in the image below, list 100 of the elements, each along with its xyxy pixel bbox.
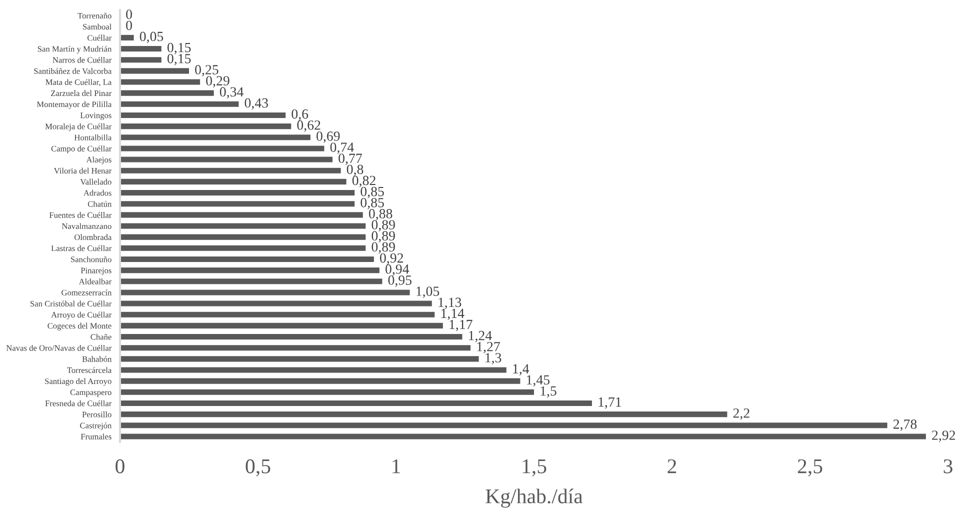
bar (120, 234, 366, 240)
bar (120, 201, 355, 207)
y-tick-label: Montemayor de Pililla (36, 101, 112, 109)
bar (120, 46, 162, 52)
data-label: 0,15 (167, 54, 191, 66)
y-tick-label: Frumales (80, 434, 112, 440)
y-tick-label: Viloria del Henar (54, 168, 112, 174)
bar (120, 345, 471, 351)
data-label: 0,29 (206, 76, 230, 88)
y-tick-label: Samboal (83, 24, 112, 30)
y-tick-label: Adrados (84, 190, 112, 196)
bar (120, 79, 200, 85)
data-label: 0,94 (386, 264, 410, 276)
y-tick-label: Narros de Cuéllar (52, 56, 112, 63)
data-label: 0,62 (297, 120, 320, 132)
bar (120, 278, 382, 284)
data-label: 2,78 (893, 419, 917, 431)
bar (120, 124, 292, 130)
data-label: 0 (126, 10, 132, 20)
data-label: 0,82 (352, 176, 376, 188)
y-tick-label: Santiago del Arroyo (45, 378, 112, 386)
bar (120, 156, 333, 162)
y-tick-label: San Martín y Mudrián (38, 46, 112, 54)
data-label: 0,8 (346, 164, 364, 176)
data-label: 0,25 (195, 65, 218, 76)
x-tick-label: 3 (944, 459, 952, 474)
data-label: 0,89 (372, 231, 395, 243)
y-tick-label: Castrejón (80, 422, 112, 430)
bar (120, 212, 363, 218)
bar (120, 256, 374, 262)
bar (120, 68, 189, 74)
y-tick-label: Moraleja de Cuéllar (45, 123, 112, 131)
y-tick-label: Fresneda de Cuéllar (45, 400, 112, 406)
bar (120, 90, 214, 96)
y-tick-label: Gomezserracín (62, 290, 112, 296)
data-label: 0,77 (338, 154, 362, 166)
y-tick-label: Lastras de Cuéllar (51, 245, 112, 252)
y-tick-label: Campo de Cuéllar (51, 146, 112, 154)
bar (120, 245, 366, 251)
y-tick-label: Arroyo de Cuéllar (51, 312, 112, 320)
bar (120, 190, 355, 196)
bar (120, 422, 888, 428)
y-tick-label: Hontalbilla (74, 134, 112, 140)
data-label: 1,45 (526, 375, 550, 387)
data-label: 0,89 (372, 220, 395, 232)
bar (120, 400, 592, 406)
data-label: 1,5 (540, 386, 556, 398)
bar (120, 134, 310, 140)
data-label: 1,17 (450, 320, 472, 332)
y-tick-label: Navalmanzano (62, 223, 112, 229)
bar (120, 356, 479, 362)
data-label: 0,05 (140, 32, 164, 44)
data-label: 0,6 (292, 109, 308, 121)
data-label: 1,27 (477, 342, 500, 354)
data-label: 2,2 (733, 408, 750, 420)
bar (120, 334, 462, 340)
y-tick-label: Chatún (88, 200, 112, 207)
data-label: 0 (126, 20, 132, 30)
data-label: 0,88 (368, 209, 392, 220)
data-label: 1,71 (598, 397, 621, 409)
data-label: 0,69 (316, 131, 340, 143)
bar (120, 178, 346, 184)
x-tick-label: 1,5 (522, 459, 546, 476)
bar (120, 412, 728, 418)
y-tick-label: Vallelado (80, 178, 112, 185)
data-label: 1,13 (438, 298, 462, 310)
bar (120, 57, 162, 63)
bar (120, 146, 324, 152)
data-label: 0,15 (167, 42, 191, 54)
y-tick-label: Cuéllar (87, 34, 112, 41)
data-label: 0,74 (330, 142, 354, 154)
bar (120, 434, 926, 440)
bar (120, 223, 366, 229)
y-tick-label: Mata de Cuéllar, La (46, 79, 112, 86)
y-tick-label: Zarzuela del Pinar (50, 90, 112, 96)
bar (120, 312, 435, 318)
x-tick-label: 1 (392, 459, 400, 474)
data-label: 1,24 (469, 330, 492, 342)
x-tick-label: 2 (668, 459, 676, 474)
bar (120, 112, 286, 118)
bar (120, 101, 239, 107)
bar (120, 300, 432, 306)
bar (120, 367, 506, 373)
bar (120, 268, 380, 274)
data-label: 1,4 (513, 364, 530, 376)
data-label: 0,89 (372, 242, 395, 254)
y-tick-label: Santibáñez de Valcorba (34, 68, 112, 74)
x-tick-label: 0 (116, 459, 124, 474)
data-label: 0,85 (360, 198, 384, 210)
data-label: 0,95 (388, 275, 412, 287)
bar (120, 168, 341, 174)
y-tick-label: Fuentes de Cuéllar (49, 212, 112, 218)
x-axis-title: Kg/hab./día (486, 488, 583, 508)
data-label: 1,3 (486, 353, 502, 364)
y-tick-label: Campaspero (70, 390, 112, 397)
data-label: 0,34 (220, 87, 244, 99)
y-tick-label: San Cristóbal de Cuéllar (30, 300, 112, 307)
data-label: 0,43 (244, 98, 268, 110)
data-label: 2,92 (932, 430, 956, 442)
y-tick-label: Torrescárcela (67, 367, 112, 373)
